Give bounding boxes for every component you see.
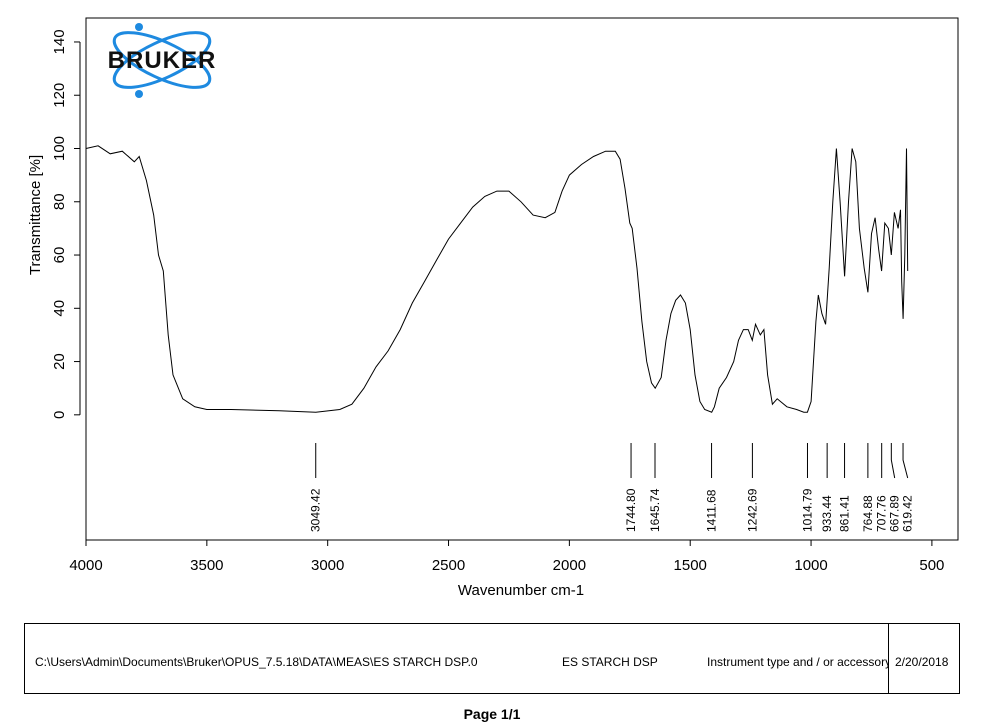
peak-label: 667.89 bbox=[888, 495, 902, 532]
logo-dot bbox=[135, 90, 143, 98]
logo-orbit bbox=[112, 31, 212, 89]
peak-marker bbox=[902, 443, 909, 479]
sample-name: ES STARCH DSP bbox=[562, 655, 658, 669]
instrument: Instrument type and / or accessory bbox=[707, 655, 888, 669]
peak-marker bbox=[890, 443, 896, 479]
y-tick-label: 40 bbox=[51, 300, 68, 317]
divider bbox=[888, 624, 889, 693]
x-tick-label: 500 bbox=[919, 557, 944, 574]
peak-label: 861.41 bbox=[838, 495, 852, 532]
peak-label: 1645.74 bbox=[648, 488, 662, 532]
peak-label: 1242.69 bbox=[745, 488, 759, 532]
y-tick-label: 140 bbox=[51, 29, 68, 54]
x-axis-label: Wavenumber cm-1 bbox=[458, 582, 584, 599]
peak-label: 1411.68 bbox=[705, 489, 719, 532]
x-tick-label: 3500 bbox=[190, 557, 223, 574]
y-tick-label: 20 bbox=[51, 353, 68, 370]
file-path: C:\Users\Admin\Documents\Bruker\OPUS_7.5… bbox=[35, 655, 478, 669]
x-tick-label: 1500 bbox=[674, 557, 707, 574]
x-tick-label: 2000 bbox=[553, 557, 586, 574]
footer: C:\Users\Admin\Documents\Bruker\OPUS_7.5… bbox=[24, 623, 960, 694]
y-tick-label: 120 bbox=[51, 83, 68, 108]
x-tick-label: 4000 bbox=[69, 557, 102, 574]
x-tick-label: 1000 bbox=[794, 557, 827, 574]
date: 2/20/2018 bbox=[895, 655, 949, 669]
chart: BRUKER Wavenumber cm-1 Transmittance [%]… bbox=[27, 17, 959, 599]
y-tick-label: 0 bbox=[51, 411, 68, 419]
logo-dot bbox=[135, 23, 143, 31]
spectrum bbox=[85, 145, 909, 413]
y-tick-label: 80 bbox=[51, 193, 68, 210]
peak-label: 764.88 bbox=[861, 495, 875, 532]
page-number: Page 1/1 bbox=[463, 706, 521, 722]
plot-frame bbox=[85, 17, 959, 541]
x-tick-label: 3000 bbox=[311, 557, 344, 574]
logo: BRUKER bbox=[108, 23, 217, 98]
x-tick-label: 2500 bbox=[432, 557, 465, 574]
logo-text: BRUKER bbox=[108, 47, 217, 74]
y-tick-label: 60 bbox=[51, 247, 68, 264]
y-axis-label: Transmittance [%] bbox=[27, 155, 44, 275]
peak-label: 707.76 bbox=[875, 495, 889, 532]
peak-label: 619.42 bbox=[901, 495, 915, 532]
peak-label: 3049.42 bbox=[309, 488, 323, 532]
peak-label: 933.44 bbox=[820, 495, 834, 532]
peak-label: 1744.80 bbox=[624, 488, 638, 532]
y-tick-label: 100 bbox=[51, 136, 68, 161]
peak-label: 1014.79 bbox=[800, 488, 814, 532]
logo-orbit bbox=[112, 31, 212, 89]
